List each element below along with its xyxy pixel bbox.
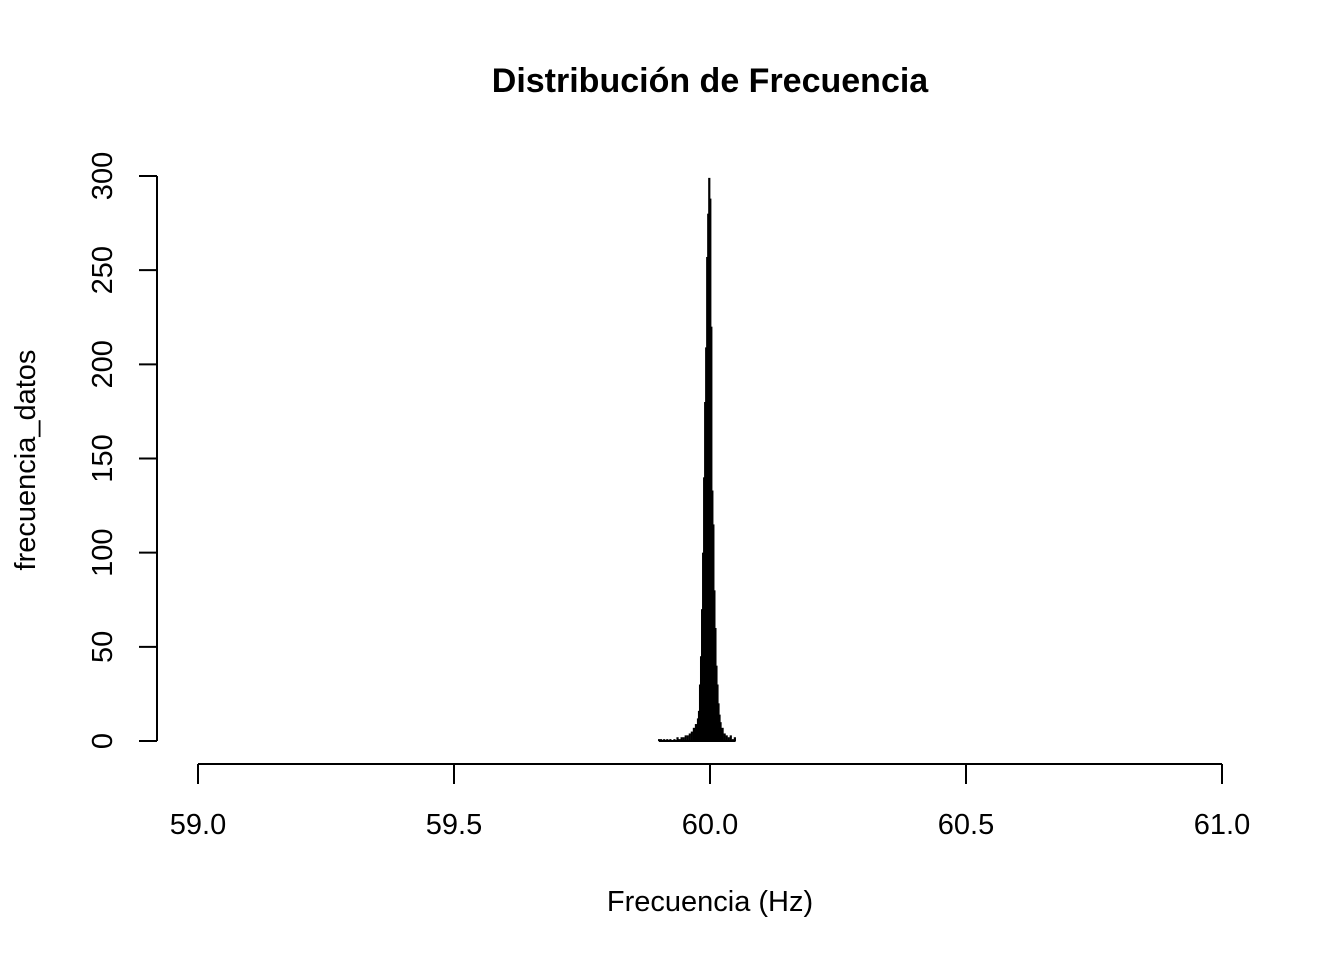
histogram-bar [729, 735, 732, 741]
histogram-bar [733, 737, 736, 741]
y-axis-label: frecuencia_datos [10, 350, 42, 571]
histogram-bar [721, 727, 724, 741]
histogram-bar [680, 737, 683, 741]
histogram-bar [694, 724, 698, 741]
chart-title: Distribución de Frecuencia [492, 62, 930, 100]
y-tick-label: 200 [87, 340, 119, 388]
x-tick-label: 61.0 [1194, 809, 1250, 841]
histogram-bar [727, 737, 730, 741]
histogram-bar [719, 722, 722, 741]
y-tick-label: 250 [87, 246, 119, 294]
x-tick-label: 59.0 [170, 809, 226, 841]
histogram-bar [688, 733, 691, 741]
x-tick-label: 60.5 [938, 809, 994, 841]
histogram-bar [723, 733, 726, 741]
histogram-bar [676, 737, 679, 741]
histogram-bar [690, 731, 693, 741]
y-tick-label: 100 [87, 528, 119, 576]
y-tick-label: 300 [87, 152, 119, 200]
histogram-bar [684, 735, 687, 741]
histogram-bar [682, 737, 685, 741]
x-tick-label: 59.5 [426, 809, 482, 841]
histogram-bar [725, 735, 728, 741]
y-tick-label: 50 [87, 631, 119, 663]
y-tick-label: 0 [87, 733, 119, 749]
histogram-bar [692, 727, 696, 741]
x-axis-label: Frecuencia (Hz) [607, 886, 813, 918]
y-tick-label: 150 [87, 434, 119, 482]
histogram-bar [686, 735, 689, 741]
x-tick-label: 60.0 [682, 809, 738, 841]
